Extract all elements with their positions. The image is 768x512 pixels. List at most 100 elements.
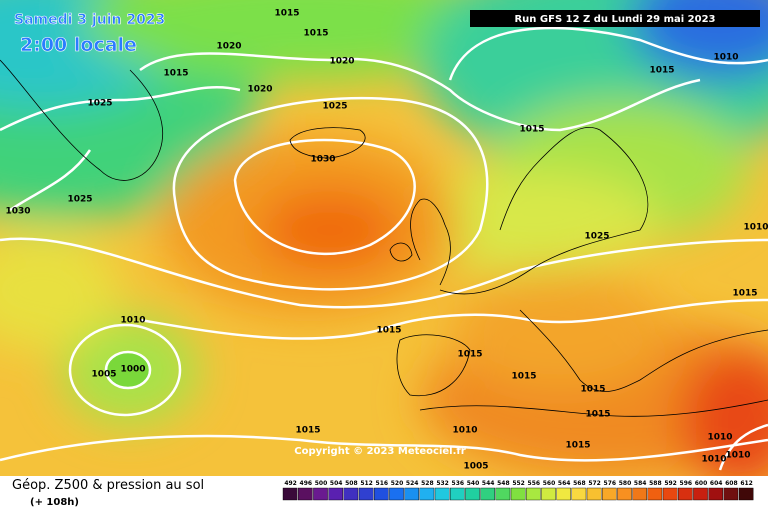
legend-label: 556	[528, 480, 541, 487]
legend-swatch	[450, 487, 465, 501]
legend-swatch	[708, 487, 723, 501]
lead-time: (+ 108h)	[30, 497, 79, 508]
caption: Géop. Z500 & pression au sol	[12, 478, 204, 493]
isobar-label: 1015	[295, 426, 320, 436]
isobar-label: 1010	[725, 451, 750, 461]
legend-swatch	[602, 487, 617, 501]
isobar-label: 1010	[452, 426, 477, 436]
isobar-label: 1015	[303, 29, 328, 39]
legend-swatch	[662, 487, 678, 501]
isobar-labels: 1015 1015 1020 1015 1020 1020 1025 1025 1015 1015…	[5, 9, 768, 472]
legend-label: 528	[421, 480, 434, 487]
legend-swatch	[586, 487, 602, 501]
isobar-label: 1015	[585, 410, 610, 420]
isobar-label: 1010	[701, 455, 726, 465]
isobar-label: 1020	[247, 85, 272, 95]
legend-swatch	[541, 487, 556, 501]
isobar-label: 1015	[519, 125, 544, 135]
legend-label: 540	[467, 480, 480, 487]
isobar-label: 1005	[91, 370, 116, 380]
legend-label: 576	[604, 480, 617, 487]
legend-label: 612	[740, 480, 753, 487]
legend-label: 524	[406, 480, 419, 487]
legend-swatch	[647, 487, 663, 501]
isobar-label: 1015	[649, 66, 674, 76]
coastlines	[0, 59, 768, 417]
local-time: 2:00 locale	[20, 34, 137, 56]
legend-swatch	[480, 487, 496, 501]
legend-swatch	[632, 487, 647, 501]
legend-label: 584	[634, 480, 647, 487]
isobar-label: 1010	[120, 316, 145, 326]
legend-label: 496	[300, 480, 313, 487]
legend-swatch	[404, 487, 420, 501]
legend-swatch	[617, 487, 632, 501]
legend-label: 520	[391, 480, 404, 487]
legend-label: 600	[695, 480, 708, 487]
legend-swatch	[328, 487, 344, 501]
legend-swatch	[678, 487, 693, 501]
isobar-label: 1015	[376, 326, 401, 336]
legend-label: 544	[482, 480, 495, 487]
isobar-label: 1010	[743, 223, 768, 233]
isobar-label: 1015	[274, 9, 299, 19]
legend-label: 596	[680, 480, 693, 487]
legend-swatch	[495, 487, 511, 501]
legend-swatch	[343, 487, 359, 501]
geopotential-field: 1015 1015 1020 1015 1020 1020 1025 1025 1015 1015…	[0, 0, 768, 476]
isobar-label: 1025	[584, 232, 609, 242]
isobar-label: 1025	[322, 102, 347, 112]
isobar-label: 1020	[329, 57, 354, 67]
run-banner	[470, 10, 760, 27]
isobar-label: 1025	[67, 195, 92, 205]
legend-label: 536	[452, 480, 465, 487]
isobars	[0, 26, 768, 471]
legend-swatch	[389, 487, 404, 501]
isobar-label: 1015	[732, 289, 757, 299]
legend-label: 552	[512, 480, 525, 487]
legend-swatch	[556, 487, 571, 501]
legend-swatch	[738, 487, 754, 501]
legend-swatch	[571, 487, 587, 501]
legend-label: 508	[345, 480, 358, 487]
isobar-label: 1030	[5, 207, 30, 217]
legend-swatch	[298, 487, 313, 501]
legend-label: 564	[558, 480, 571, 487]
legend-label: 604	[710, 480, 723, 487]
isobar-label: 1020	[216, 42, 241, 52]
legend-swatch	[510, 487, 526, 501]
isobar-label: 1015	[163, 69, 188, 79]
isobar-label: 1030	[310, 155, 335, 165]
isobar-label: 1010	[707, 433, 732, 443]
isobar-label: 1010	[713, 53, 738, 63]
copyright: Copyright © 2023 Meteociel.fr	[294, 446, 465, 457]
isobar-label: 1015	[565, 441, 590, 451]
legend-label: 504	[330, 480, 343, 487]
legend-swatch	[723, 487, 739, 501]
legend-swatch	[419, 487, 435, 501]
legend-swatch	[465, 487, 480, 501]
legend-label: 492	[284, 480, 297, 487]
isobar-label: 1015	[457, 350, 482, 360]
legend-label: 516	[376, 480, 389, 487]
color-legend: 492 496 500 504 508 512 516 520 524 528 532 536 540 5…	[282, 480, 754, 501]
legend-label: 500	[315, 480, 328, 487]
legend-label: 532	[436, 480, 449, 487]
valid-date: Samedi 3 juin 2023	[14, 12, 165, 28]
legend-label: 512	[360, 480, 373, 487]
isobar-label: 1025	[87, 99, 112, 109]
legend-label: 608	[725, 480, 738, 487]
legend-swatch	[693, 487, 708, 501]
isobar-label: 1005	[463, 462, 488, 472]
legend-swatch	[434, 487, 450, 501]
legend-swatch	[313, 487, 328, 501]
legend-swatch	[526, 487, 541, 501]
legend-swatch	[374, 487, 389, 501]
legend-label: 560	[543, 480, 556, 487]
legend-label: 568	[573, 480, 586, 487]
legend-label: 592	[664, 480, 677, 487]
legend-label: 588	[649, 480, 662, 487]
run-info: Run GFS 12 Z du Lundi 29 mai 2023	[514, 14, 715, 25]
